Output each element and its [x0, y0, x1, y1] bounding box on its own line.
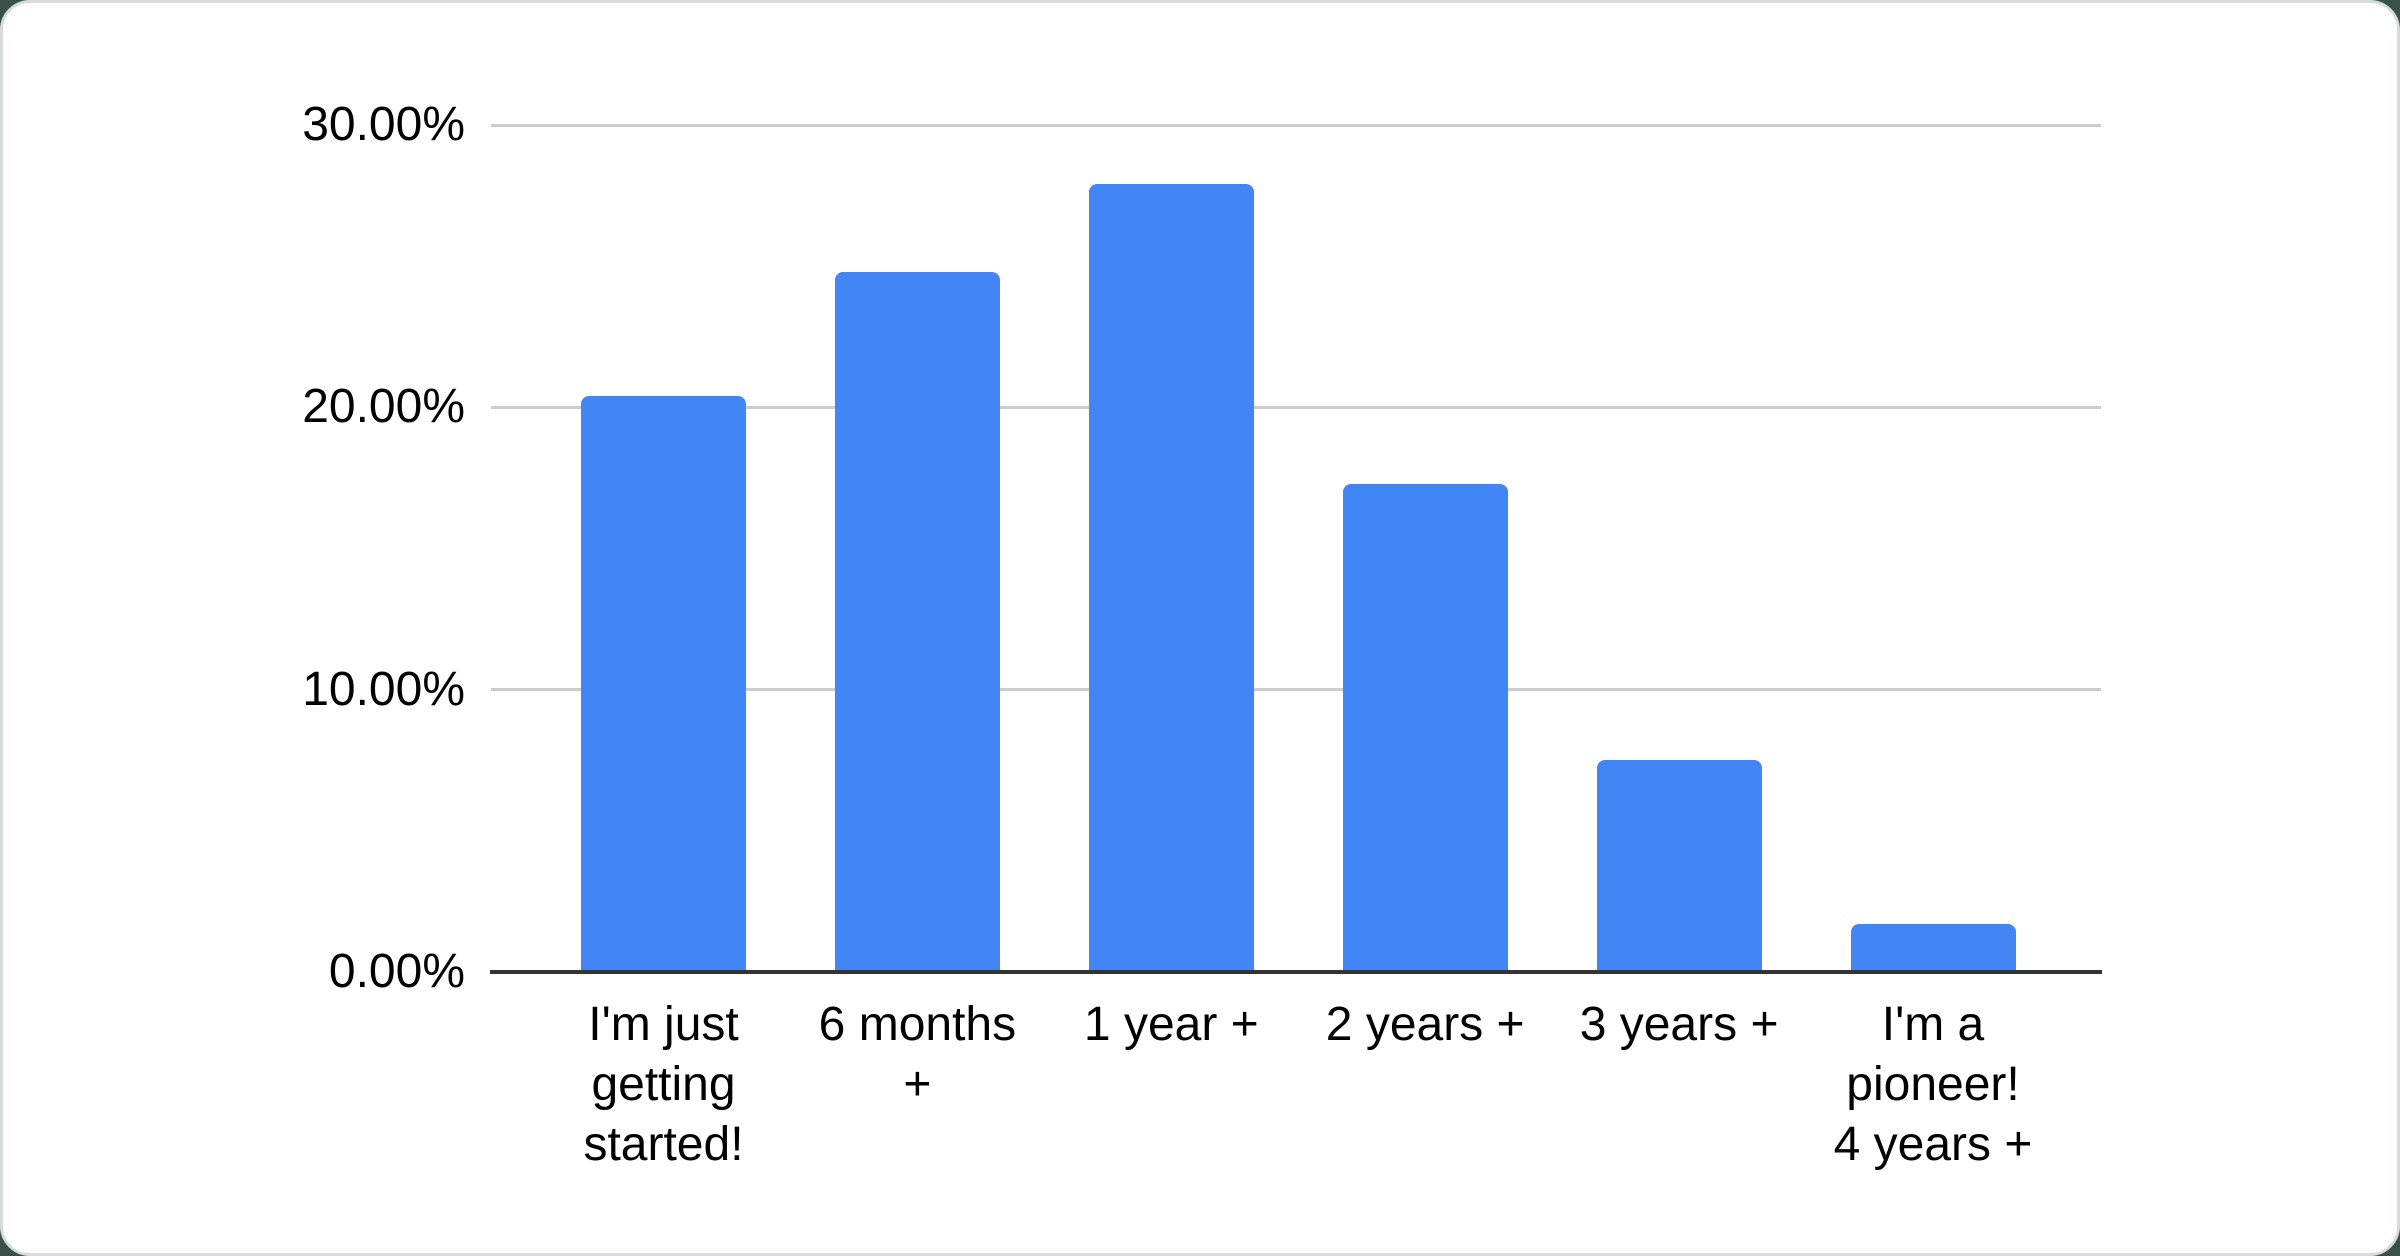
x-axis-category-label-3-years: 3 years +	[1552, 995, 1806, 1055]
bar-i-m-just-getting-started[interactable]	[581, 396, 746, 974]
gridline-30pct	[491, 123, 2101, 127]
x-axis-category-label-line: started!	[583, 1118, 744, 1171]
bar-6-months[interactable]	[834, 271, 1000, 974]
y-axis-tick-label-20pct: 20.00%	[302, 380, 465, 434]
bar-i-m-a-pioneer-4-years[interactable]	[1850, 924, 2016, 974]
y-axis-tick-label-0pct: 0.00%	[328, 945, 465, 998]
y-axis-tick-label-30pct: 30.00%	[302, 98, 465, 151]
bar-1-year[interactable]	[1088, 184, 1254, 974]
x-axis-category-label-line: 4 years +	[1833, 1118, 2033, 1171]
x-axis-category-label-line: 1 year +	[1083, 998, 1259, 1051]
bar-2-years[interactable]	[1342, 483, 1508, 974]
x-axis-category-label-line: 6 months	[818, 998, 1017, 1051]
x-axis-category-label-i-m-a-pioneer-4-years: I'm a pioneer! 4 years +	[1806, 995, 2060, 1175]
x-axis-category-label-line: +	[903, 1058, 932, 1111]
bar-chart: 0.00% 10.00% 20.00% 30.00% I'm just getting st…	[3, 3, 2397, 1253]
x-axis-category-label-i-m-just-getting-started: I'm just getting started!	[537, 995, 791, 1175]
x-axis-category-label-line: 2 years +	[1325, 998, 1525, 1051]
x-axis-category-label-line: pioneer!	[1846, 1058, 2020, 1111]
x-axis-category-label-line: 3 years +	[1579, 998, 1779, 1051]
x-axis-category-label-6-months: 6 months +	[790, 995, 1044, 1115]
x-axis-category-label-line: I'm a	[1881, 998, 1985, 1051]
x-axis-category-label-line: getting	[591, 1058, 736, 1111]
bar-3-years[interactable]	[1596, 760, 1762, 974]
x-axis-category-label-1-year: 1 year +	[1044, 995, 1298, 1055]
x-axis-line	[490, 970, 2102, 974]
x-axis-category-label-2-years: 2 years +	[1298, 995, 1552, 1055]
x-axis-category-label-line: I'm just	[588, 998, 739, 1051]
y-axis-tick-label-10pct: 10.00%	[302, 662, 465, 716]
gridline-10pct	[491, 688, 2101, 692]
gridline-20pct	[491, 405, 2101, 409]
